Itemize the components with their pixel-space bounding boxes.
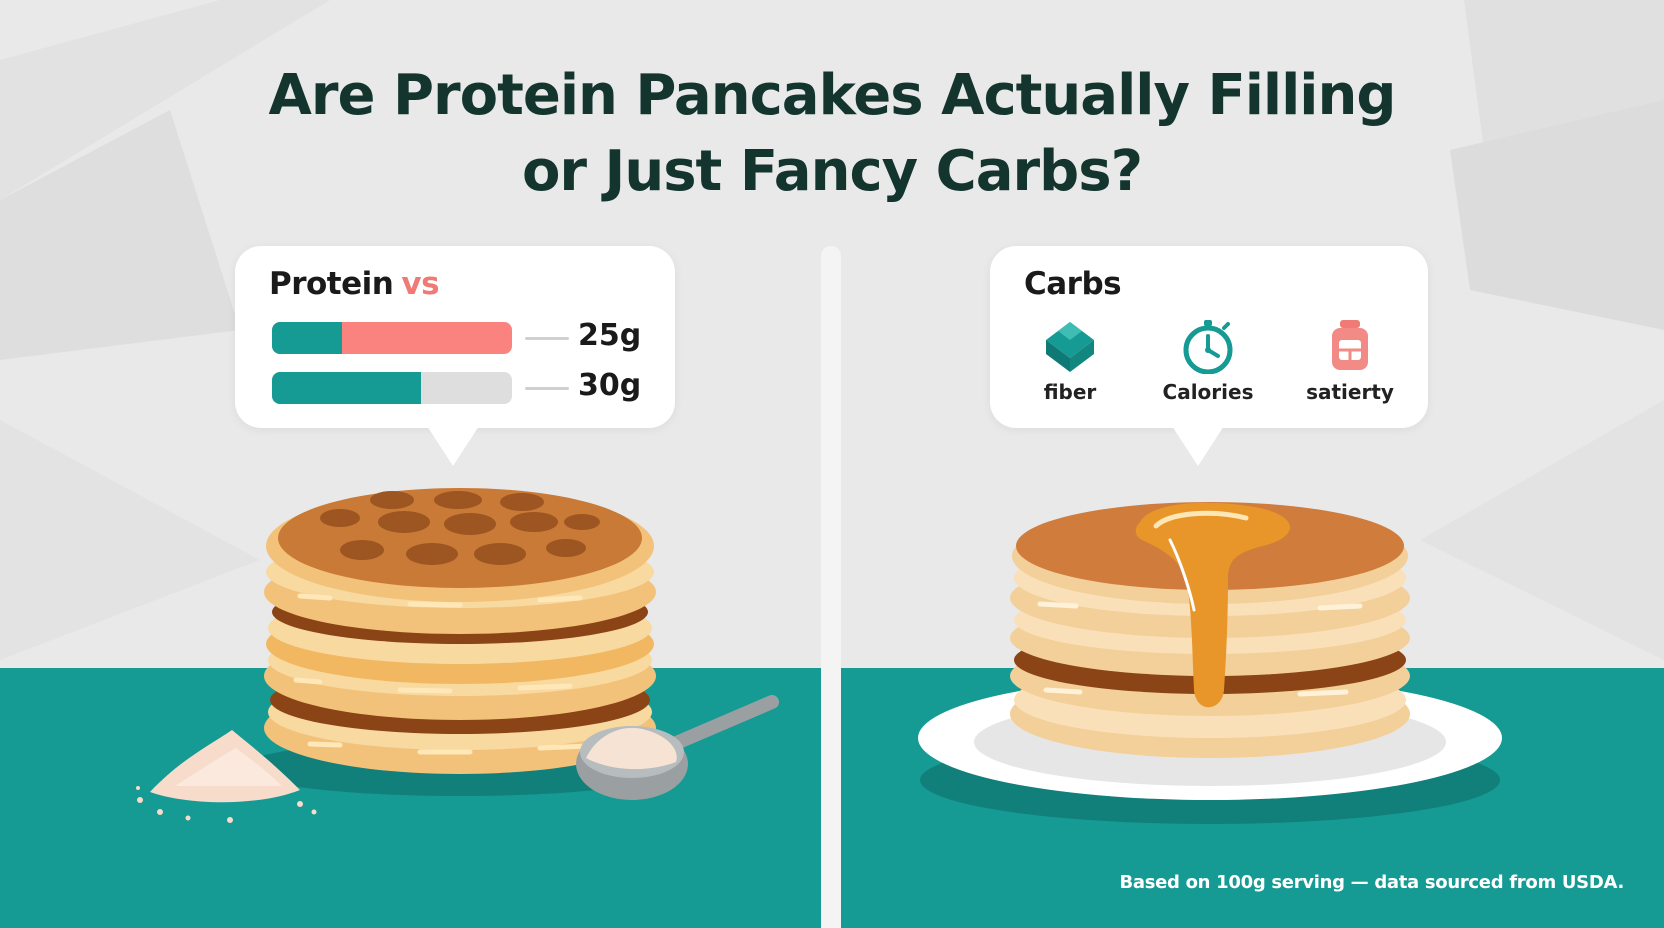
carbs-item-fiber: fiber xyxy=(1010,318,1130,404)
satiety-label: satierty xyxy=(1306,380,1394,404)
title-line-1: Are Protein Pancakes Actually Filling xyxy=(268,63,1397,128)
page-title: Are Protein Pancakes Actually Filling or… xyxy=(0,58,1664,210)
protein-bar-2-value: 30g xyxy=(578,368,642,403)
protein-bar-1-value: 25g xyxy=(578,318,642,353)
protein-callout-tail xyxy=(427,426,479,466)
carbs-callout-tail xyxy=(1172,426,1224,466)
green-cube-icon xyxy=(1046,322,1094,372)
title-line-2: or Just Fancy Carbs? xyxy=(521,139,1143,204)
calories-label: Calories xyxy=(1162,380,1254,404)
protein-bar-2-teal-fill xyxy=(272,372,421,404)
protein-bar-1-teal-fill xyxy=(272,322,342,354)
carbs-item-calories: Calories xyxy=(1148,318,1268,404)
carbs-callout: Carbs fiber Calories xyxy=(990,246,1428,466)
protein-bar-2-leader xyxy=(525,387,569,390)
protein-bar-1-coral-fill xyxy=(342,322,512,354)
protein-bar-1 xyxy=(272,322,512,354)
stopwatch-icon xyxy=(1183,320,1233,374)
protein-label: Protein xyxy=(269,266,394,302)
source-footnote: Based on 100g serving — data sourced fro… xyxy=(1119,872,1624,893)
vs-label: vs xyxy=(401,266,440,302)
protein-callout-title: Protein vs xyxy=(269,266,440,302)
protein-bar-1-leader xyxy=(525,337,569,340)
protein-callout: Protein vs 25g 30g xyxy=(235,246,675,466)
fiber-label: fiber xyxy=(1043,380,1097,404)
carbs-item-satiety: satierty xyxy=(1290,318,1410,404)
jar-icon xyxy=(1332,320,1368,370)
protein-bar-2 xyxy=(272,372,512,404)
center-divider xyxy=(821,246,841,928)
carbs-callout-title: Carbs xyxy=(1024,266,1122,302)
